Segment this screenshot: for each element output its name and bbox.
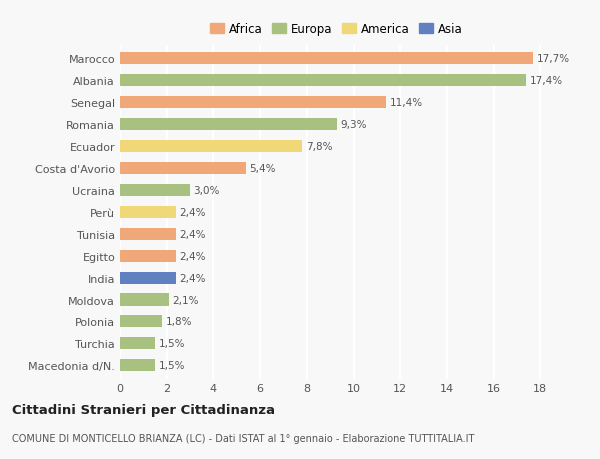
Bar — [120, 316, 162, 328]
Text: 9,3%: 9,3% — [341, 120, 367, 130]
Bar — [120, 75, 526, 87]
Text: 2,4%: 2,4% — [179, 229, 206, 239]
Bar — [120, 206, 176, 218]
Bar — [120, 185, 190, 196]
Text: 3,0%: 3,0% — [194, 185, 220, 196]
Legend: Africa, Europa, America, Asia: Africa, Europa, America, Asia — [205, 18, 467, 41]
Text: 11,4%: 11,4% — [390, 98, 423, 108]
Text: 17,4%: 17,4% — [530, 76, 563, 86]
Text: 2,1%: 2,1% — [173, 295, 199, 305]
Text: 5,4%: 5,4% — [250, 163, 276, 174]
Bar — [120, 53, 533, 65]
Bar — [120, 359, 155, 371]
Bar — [120, 250, 176, 262]
Bar — [120, 140, 302, 153]
Text: 2,4%: 2,4% — [179, 207, 206, 217]
Bar — [120, 97, 386, 109]
Text: Cittadini Stranieri per Cittadinanza: Cittadini Stranieri per Cittadinanza — [12, 403, 275, 416]
Text: 2,4%: 2,4% — [179, 251, 206, 261]
Bar — [120, 162, 246, 174]
Bar — [120, 294, 169, 306]
Text: 17,7%: 17,7% — [537, 54, 570, 64]
Text: 1,5%: 1,5% — [158, 339, 185, 349]
Bar — [120, 338, 155, 350]
Bar — [120, 228, 176, 240]
Bar — [120, 119, 337, 131]
Bar — [120, 272, 176, 284]
Text: 2,4%: 2,4% — [179, 273, 206, 283]
Text: 1,5%: 1,5% — [158, 361, 185, 370]
Text: COMUNE DI MONTICELLO BRIANZA (LC) - Dati ISTAT al 1° gennaio - Elaborazione TUTT: COMUNE DI MONTICELLO BRIANZA (LC) - Dati… — [12, 433, 475, 442]
Text: 1,8%: 1,8% — [166, 317, 192, 327]
Text: 7,8%: 7,8% — [305, 142, 332, 151]
